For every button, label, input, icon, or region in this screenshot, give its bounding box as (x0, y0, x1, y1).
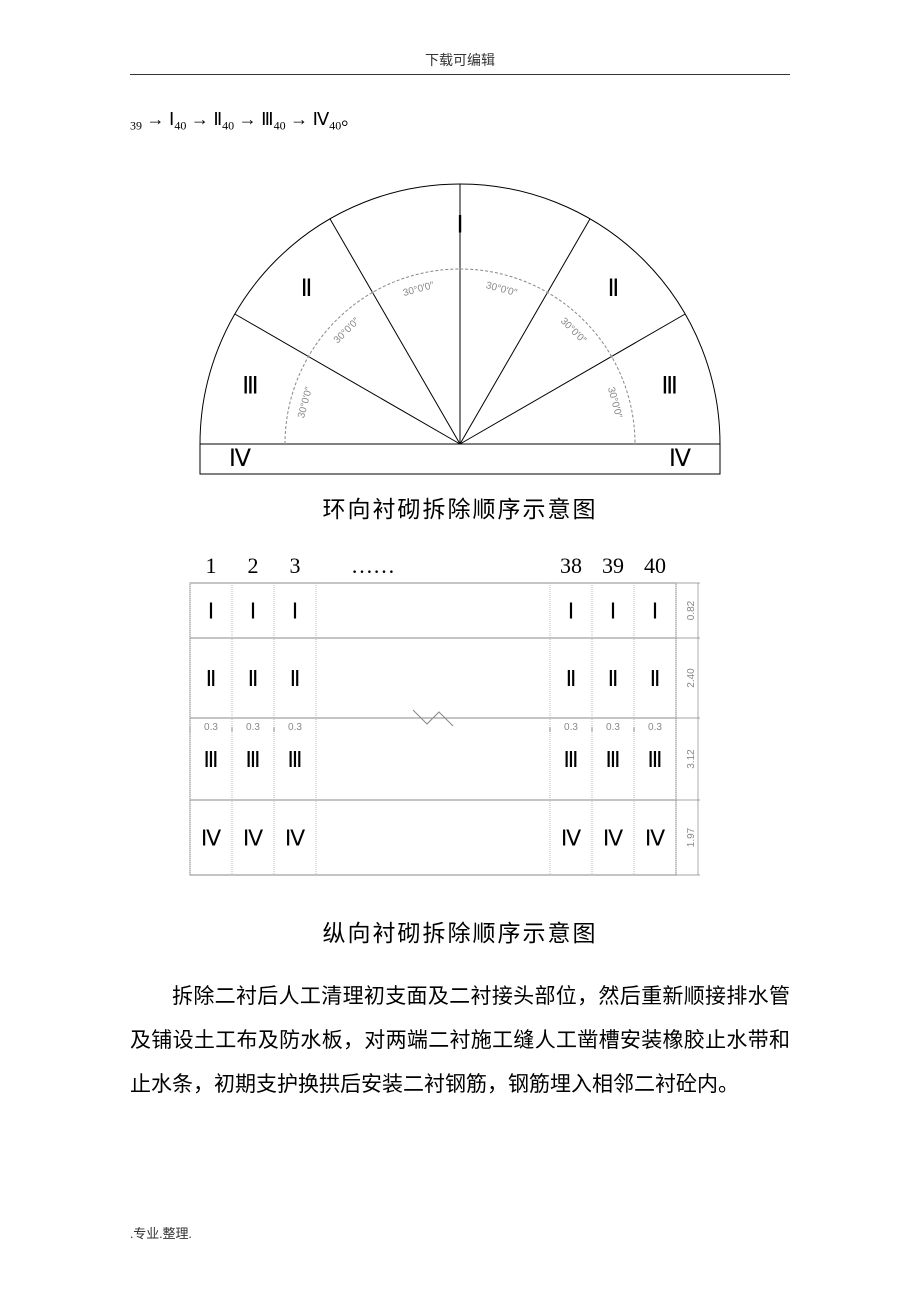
svg-text:Ⅲ: Ⅲ (661, 373, 678, 399)
grid-caption: 纵向衬砌拆除顺序示意图 (130, 914, 790, 948)
svg-text:0.82: 0.82 (686, 600, 697, 620)
svg-text:Ⅲ: Ⅲ (563, 747, 578, 772)
svg-text:40: 40 (644, 553, 666, 578)
svg-text:Ⅳ: Ⅳ (229, 446, 251, 472)
svg-text:30°0′0″: 30°0′0″ (402, 280, 436, 299)
svg-text:Ⅱ: Ⅱ (608, 276, 620, 302)
svg-text:Ⅱ: Ⅱ (206, 666, 217, 691)
seq-item: Ⅱ40 (213, 109, 234, 129)
header-rule (130, 74, 790, 75)
svg-text:Ⅱ: Ⅱ (608, 666, 619, 691)
svg-text:Ⅲ: Ⅲ (287, 747, 302, 772)
svg-text:3: 3 (290, 553, 301, 578)
svg-text:0.3: 0.3 (204, 722, 218, 733)
arrow-icon: → (290, 109, 308, 129)
svg-text:Ⅳ: Ⅳ (243, 825, 264, 850)
svg-text:Ⅳ: Ⅳ (285, 825, 306, 850)
svg-text:3.12: 3.12 (686, 748, 697, 768)
svg-text:30°0′0″: 30°0′0″ (485, 280, 519, 299)
svg-text:Ⅱ: Ⅱ (566, 666, 577, 691)
svg-text:0.3: 0.3 (606, 722, 620, 733)
arrow-icon: → (191, 109, 209, 129)
svg-text:Ⅰ: Ⅰ (652, 598, 659, 623)
body-text: 拆除二衬后人工清理初支面及二衬接头部位，然后重新顺接排水管及铺设土工布及防水板，… (130, 974, 790, 1106)
svg-text:Ⅱ: Ⅱ (248, 666, 259, 691)
svg-text:Ⅰ: Ⅰ (568, 598, 575, 623)
svg-text:Ⅲ: Ⅲ (647, 747, 662, 772)
svg-text:0.3: 0.3 (564, 722, 578, 733)
svg-text:1.97: 1.97 (686, 827, 697, 847)
svg-text:Ⅲ: Ⅲ (245, 747, 260, 772)
arch-caption: 环向衬砌拆除顺序示意图 (130, 490, 790, 524)
svg-text:Ⅰ: Ⅰ (292, 598, 299, 623)
svg-text:Ⅳ: Ⅳ (201, 825, 222, 850)
svg-text:38: 38 (560, 553, 582, 578)
svg-text:Ⅲ: Ⅲ (242, 373, 259, 399)
svg-text:30°0′0″: 30°0′0″ (605, 385, 624, 419)
svg-text:0.3: 0.3 (648, 722, 662, 733)
seq-item: 39 (130, 109, 142, 129)
svg-text:Ⅰ: Ⅰ (250, 598, 257, 623)
footer-note: .专业.整理. (130, 1223, 192, 1242)
sequence-line: 39 → Ⅰ40 → Ⅱ40 → Ⅲ40 → Ⅳ40。 (130, 105, 790, 134)
svg-text:Ⅳ: Ⅳ (561, 825, 582, 850)
svg-text:Ⅳ: Ⅳ (645, 825, 666, 850)
svg-text:30°0′0″: 30°0′0″ (296, 385, 315, 419)
arrow-icon: → (147, 109, 165, 129)
grid-diagram: 123……383940ⅠⅠⅠⅠⅠⅠⅡⅡⅡⅡⅡⅡⅢⅢⅢⅢⅢⅢⅣⅣⅣⅣⅣⅣ0.30.… (130, 548, 790, 948)
svg-text:Ⅱ: Ⅱ (290, 666, 301, 691)
arch-diagram: 30°0′0″30°0′0″30°0′0″30°0′0″30°0′0″30°0′… (130, 144, 790, 524)
svg-text:Ⅲ: Ⅲ (203, 747, 218, 772)
svg-text:Ⅲ: Ⅲ (605, 747, 620, 772)
seq-item: Ⅲ40 (261, 109, 285, 129)
svg-text:Ⅳ: Ⅳ (603, 825, 624, 850)
arrow-icon: → (239, 109, 257, 129)
body-paragraph: 拆除二衬后人工清理初支面及二衬接头部位，然后重新顺接排水管及铺设土工布及防水板，… (130, 974, 790, 1106)
svg-text:2: 2 (248, 553, 259, 578)
svg-text:Ⅰ: Ⅰ (208, 598, 215, 623)
svg-text:0.3: 0.3 (288, 722, 302, 733)
svg-text:2.40: 2.40 (686, 667, 697, 687)
svg-text:0.3: 0.3 (246, 722, 260, 733)
svg-text:Ⅰ: Ⅰ (610, 598, 617, 623)
svg-text:Ⅱ: Ⅱ (301, 276, 313, 302)
svg-text:39: 39 (602, 553, 624, 578)
seq-item: Ⅰ40 (169, 109, 186, 129)
seq-item: Ⅳ40 (313, 109, 342, 129)
svg-text:……: …… (351, 553, 395, 578)
svg-text:Ⅱ: Ⅱ (650, 666, 661, 691)
svg-text:Ⅰ: Ⅰ (456, 212, 463, 238)
page-header: 下载可编辑 (130, 50, 790, 70)
svg-text:1: 1 (206, 553, 217, 578)
svg-text:Ⅳ: Ⅳ (669, 446, 691, 472)
